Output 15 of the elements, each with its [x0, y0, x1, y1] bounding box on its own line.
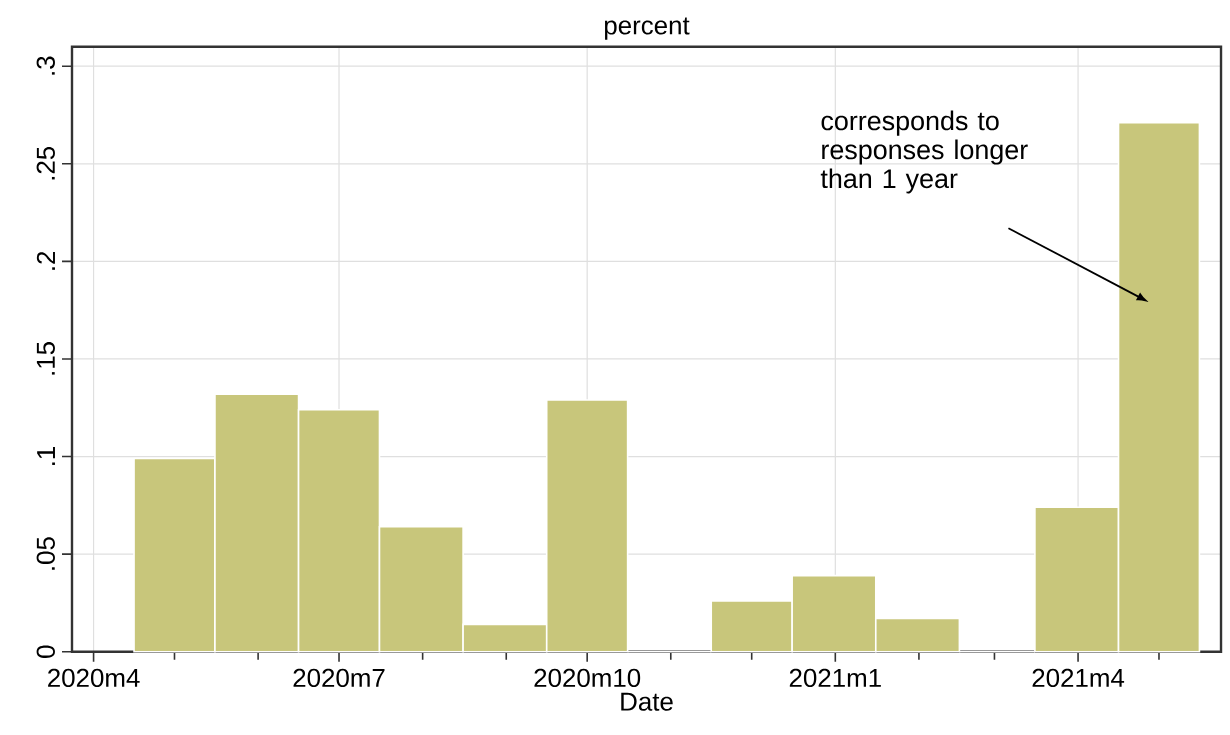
y-tick-label: .25 — [36, 146, 55, 180]
x-tick-label: 2020m4 — [48, 668, 140, 688]
x-tick-label: 2020m7 — [293, 668, 385, 688]
x-tick-label: 2021m4 — [1032, 668, 1125, 688]
y-tick-label: 0 — [36, 645, 55, 658]
y-tick-label: .2 — [36, 251, 55, 270]
y-tick-label: .15 — [36, 342, 55, 375]
annotation: corresponds to responses longer than 1 year — [820, 110, 1028, 194]
x-tick-label: 2020m10 — [534, 668, 641, 688]
y-tick-label: .3 — [36, 56, 55, 75]
x-tick-label: 2021m1 — [789, 668, 881, 688]
y-tick-label: .1 — [37, 446, 55, 465]
chart-title: percent — [604, 17, 690, 40]
x-axis-title: Date — [621, 692, 673, 711]
y-tick-label: .05 — [36, 537, 55, 570]
